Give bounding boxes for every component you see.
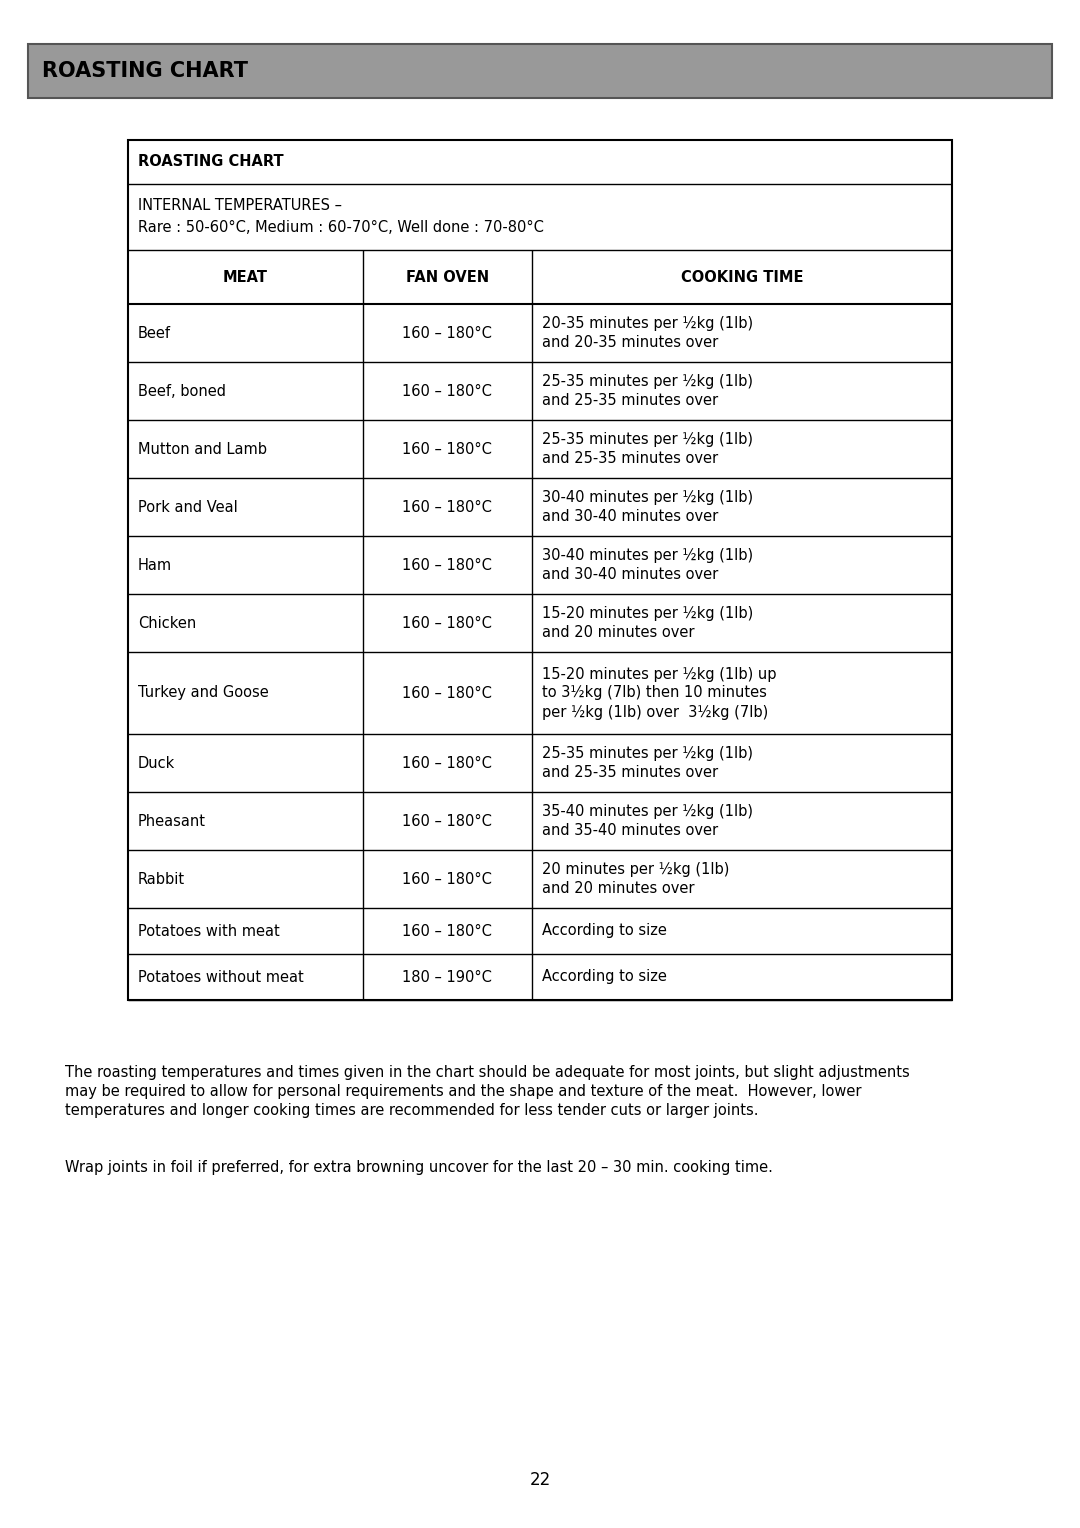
Text: Pheasant: Pheasant bbox=[138, 813, 206, 828]
Text: 20-35 minutes per ½kg (1lb): 20-35 minutes per ½kg (1lb) bbox=[542, 316, 753, 332]
Text: COOKING TIME: COOKING TIME bbox=[680, 269, 804, 284]
Text: Duck: Duck bbox=[138, 755, 175, 770]
Text: 160 – 180°C: 160 – 180°C bbox=[403, 871, 492, 886]
Text: 25-35 minutes per ½kg (1lb): 25-35 minutes per ½kg (1lb) bbox=[542, 374, 753, 390]
Text: Mutton and Lamb: Mutton and Lamb bbox=[138, 442, 267, 457]
Text: Wrap joints in foil if preferred, for extra browning uncover for the last 20 – 3: Wrap joints in foil if preferred, for ex… bbox=[65, 1160, 773, 1175]
Text: and 30-40 minutes over: and 30-40 minutes over bbox=[542, 509, 718, 524]
Text: 160 – 180°C: 160 – 180°C bbox=[403, 384, 492, 399]
Text: Beef, boned: Beef, boned bbox=[138, 384, 226, 399]
Text: to 3½kg (7lb) then 10 minutes: to 3½kg (7lb) then 10 minutes bbox=[542, 686, 767, 700]
Text: 15-20 minutes per ½kg (1lb): 15-20 minutes per ½kg (1lb) bbox=[542, 607, 753, 620]
Text: 15-20 minutes per ½kg (1lb) up: 15-20 minutes per ½kg (1lb) up bbox=[542, 666, 777, 681]
Text: 30-40 minutes per ½kg (1lb): 30-40 minutes per ½kg (1lb) bbox=[542, 549, 753, 562]
Text: and 25-35 minutes over: and 25-35 minutes over bbox=[542, 393, 718, 408]
Text: 160 – 180°C: 160 – 180°C bbox=[403, 325, 492, 341]
Text: per ½kg (1lb) over  3½kg (7lb): per ½kg (1lb) over 3½kg (7lb) bbox=[542, 704, 768, 720]
Text: and 35-40 minutes over: and 35-40 minutes over bbox=[542, 824, 718, 837]
Text: 160 – 180°C: 160 – 180°C bbox=[403, 755, 492, 770]
Text: Rabbit: Rabbit bbox=[138, 871, 185, 886]
Text: and 25-35 minutes over: and 25-35 minutes over bbox=[542, 766, 718, 779]
Text: and 30-40 minutes over: and 30-40 minutes over bbox=[542, 567, 718, 582]
Text: Potatoes with meat: Potatoes with meat bbox=[138, 923, 280, 938]
Text: and 20-35 minutes over: and 20-35 minutes over bbox=[542, 335, 718, 350]
Text: 20 minutes per ½kg (1lb): 20 minutes per ½kg (1lb) bbox=[542, 862, 729, 877]
Text: 25-35 minutes per ½kg (1lb): 25-35 minutes per ½kg (1lb) bbox=[542, 432, 753, 448]
Text: The roasting temperatures and times given in the chart should be adequate for mo: The roasting temperatures and times give… bbox=[65, 1065, 909, 1080]
Text: 160 – 180°C: 160 – 180°C bbox=[403, 686, 492, 700]
Text: Rare : 50-60°C, Medium : 60-70°C, Well done : 70-80°C: Rare : 50-60°C, Medium : 60-70°C, Well d… bbox=[138, 220, 544, 235]
Text: Beef: Beef bbox=[138, 325, 171, 341]
Text: 160 – 180°C: 160 – 180°C bbox=[403, 813, 492, 828]
Text: 180 – 190°C: 180 – 190°C bbox=[403, 969, 492, 984]
Text: 160 – 180°C: 160 – 180°C bbox=[403, 442, 492, 457]
Text: ROASTING CHART: ROASTING CHART bbox=[42, 61, 248, 81]
Text: 30-40 minutes per ½kg (1lb): 30-40 minutes per ½kg (1lb) bbox=[542, 490, 753, 504]
Text: and 25-35 minutes over: and 25-35 minutes over bbox=[542, 451, 718, 466]
Text: Pork and Veal: Pork and Veal bbox=[138, 500, 238, 515]
Text: and 20 minutes over: and 20 minutes over bbox=[542, 625, 694, 640]
Text: Ham: Ham bbox=[138, 558, 172, 573]
Text: Turkey and Goose: Turkey and Goose bbox=[138, 686, 269, 700]
Text: temperatures and longer cooking times are recommended for less tender cuts or la: temperatures and longer cooking times ar… bbox=[65, 1103, 758, 1118]
Text: FAN OVEN: FAN OVEN bbox=[406, 269, 489, 284]
Text: 160 – 180°C: 160 – 180°C bbox=[403, 616, 492, 631]
Text: According to size: According to size bbox=[542, 969, 666, 984]
Text: 25-35 minutes per ½kg (1lb): 25-35 minutes per ½kg (1lb) bbox=[542, 746, 753, 761]
Text: 160 – 180°C: 160 – 180°C bbox=[403, 500, 492, 515]
Text: 22: 22 bbox=[529, 1471, 551, 1488]
Text: MEAT: MEAT bbox=[222, 269, 268, 284]
Text: 35-40 minutes per ½kg (1lb): 35-40 minutes per ½kg (1lb) bbox=[542, 804, 753, 819]
Text: INTERNAL TEMPERATURES –: INTERNAL TEMPERATURES – bbox=[138, 199, 342, 212]
Text: 160 – 180°C: 160 – 180°C bbox=[403, 558, 492, 573]
Bar bbox=[129, 141, 951, 999]
Text: and 20 minutes over: and 20 minutes over bbox=[542, 882, 694, 895]
Text: Chicken: Chicken bbox=[138, 616, 197, 631]
Text: Potatoes without meat: Potatoes without meat bbox=[138, 969, 303, 984]
Text: 160 – 180°C: 160 – 180°C bbox=[403, 923, 492, 938]
Text: ROASTING CHART: ROASTING CHART bbox=[138, 154, 284, 170]
Text: may be required to allow for personal requirements and the shape and texture of : may be required to allow for personal re… bbox=[65, 1083, 862, 1099]
Bar bbox=[28, 44, 1052, 98]
Text: According to size: According to size bbox=[542, 923, 666, 938]
